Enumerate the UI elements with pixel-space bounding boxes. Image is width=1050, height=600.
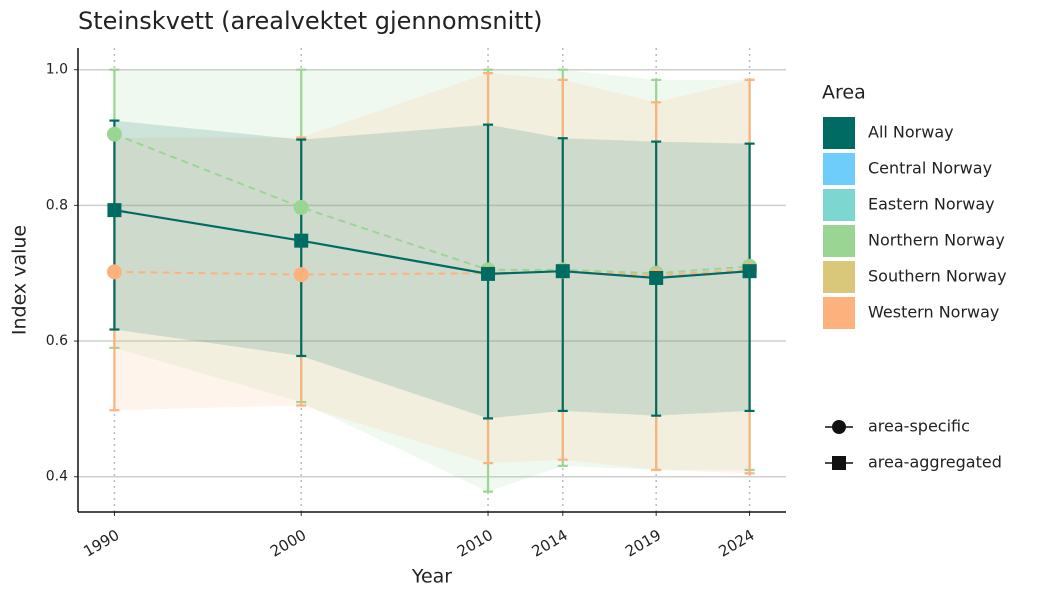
x-tick-label: 2000 — [267, 526, 309, 561]
legend-label: area-aggregated — [868, 453, 1002, 472]
chart-title: Steinskvett (arealvektet gjennomsnitt) — [78, 7, 542, 35]
legend-title: Area — [822, 82, 866, 104]
y-tick-label: 0.6 — [46, 333, 68, 349]
ribbon — [114, 120, 750, 419]
legend-label: Southern Norway — [868, 267, 1007, 286]
x-tick-label: 2014 — [529, 526, 571, 561]
legend-label: All Norway — [868, 123, 954, 142]
x-axis-label: Year — [411, 566, 452, 588]
x-tick-label: 2024 — [716, 526, 758, 561]
point — [106, 126, 122, 142]
legend-swatch — [823, 189, 855, 221]
y-tick-label: 1.0 — [46, 62, 68, 78]
error-bar — [296, 138, 307, 358]
point — [555, 264, 570, 279]
legend-swatch — [823, 261, 855, 293]
legend-swatch — [823, 225, 855, 257]
point — [293, 267, 309, 283]
legend-swatch — [823, 153, 855, 185]
legend-key-shape — [832, 420, 846, 434]
ribbon — [114, 69, 750, 492]
point — [106, 264, 122, 280]
point — [294, 233, 309, 248]
legend-label: Eastern Norway — [868, 195, 995, 214]
legend-label: Northern Norway — [868, 231, 1005, 250]
x-tick-label: 2019 — [622, 526, 664, 561]
y-tick-label: 0.4 — [46, 469, 68, 485]
y-tick-label: 0.8 — [46, 197, 68, 213]
series-line — [114, 133, 750, 275]
point — [742, 264, 757, 279]
legend-key-shape — [832, 456, 846, 470]
point — [649, 270, 664, 285]
legend-label: Western Norway — [868, 303, 999, 322]
point — [481, 266, 496, 281]
legend-label: Central Norway — [868, 159, 992, 178]
x-tick-label: 2010 — [454, 526, 496, 561]
legend-label: area-specific — [868, 417, 970, 436]
x-tick-label: 1990 — [80, 526, 122, 561]
series-line — [114, 209, 750, 280]
y-axis-label: Index value — [9, 225, 31, 335]
point — [107, 203, 122, 218]
point — [293, 199, 309, 215]
legend-swatch — [823, 297, 855, 329]
legend-swatch — [823, 117, 855, 149]
error-bar — [109, 119, 120, 331]
